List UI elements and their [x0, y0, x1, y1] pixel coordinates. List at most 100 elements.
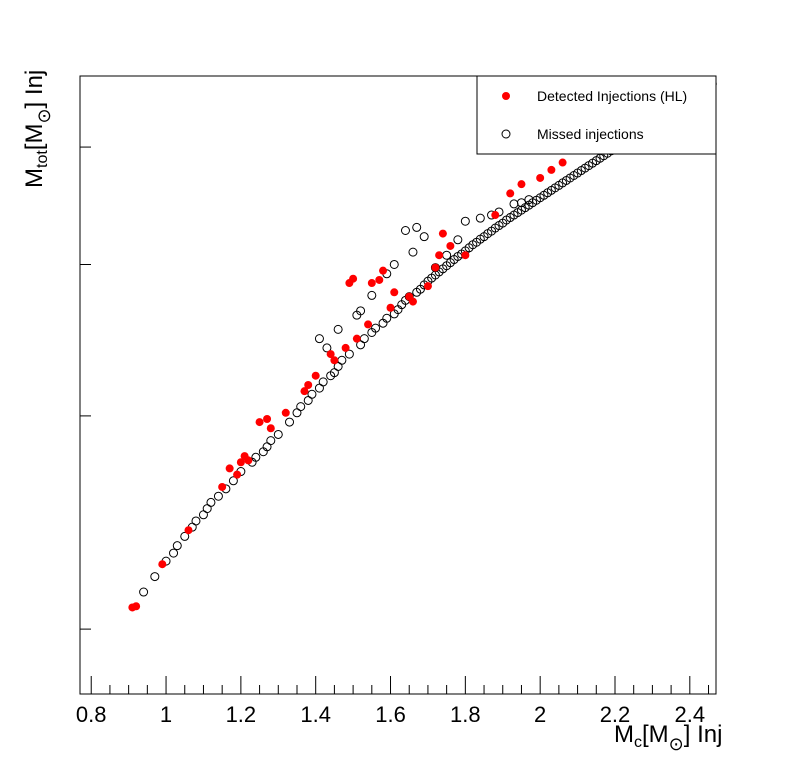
missed-point [180, 531, 190, 541]
missed-point [150, 572, 160, 582]
x-tick-label: 1.8 [450, 702, 481, 727]
detected-point [367, 279, 376, 288]
detected-point [352, 334, 361, 343]
missed-point [442, 250, 452, 260]
x-tick-label: 1.2 [226, 702, 257, 727]
missed-point [206, 497, 216, 507]
detected-point [255, 418, 264, 427]
missed-point [139, 587, 149, 597]
missed-point [191, 516, 201, 526]
detected-point [330, 356, 339, 365]
detected-point [218, 482, 227, 491]
legend: Detected Injections (HL) Missed injectio… [476, 75, 717, 155]
legend-marker-missed [501, 129, 511, 139]
detected-point [225, 464, 234, 473]
missed-point [475, 213, 485, 223]
detected-point [438, 229, 447, 238]
x-axis: 0.8 1 1.2 1.4 1.6 1.8 2 2.2 2.4 [76, 676, 710, 727]
detected-point [132, 602, 141, 611]
missed-point [382, 313, 392, 323]
missed-point [337, 355, 347, 365]
detected-point [506, 189, 515, 198]
detected-point [435, 251, 444, 260]
detected-point [517, 180, 526, 189]
missed-point [460, 216, 470, 226]
x-tick-label: 2.2 [600, 702, 631, 727]
detected-point [244, 456, 253, 465]
detected-point [364, 320, 373, 329]
missed-point [359, 334, 369, 344]
detected-point [341, 343, 350, 352]
missed-point [389, 259, 399, 269]
x-tick-label: 1.6 [375, 702, 406, 727]
missed-point [412, 222, 422, 232]
series-detected-injections [128, 158, 567, 612]
detected-point [431, 263, 440, 272]
missed-point [371, 323, 381, 333]
detected-point [158, 560, 167, 569]
missed-point [266, 436, 276, 446]
missed-point [285, 417, 295, 427]
missed-point [367, 290, 377, 300]
missed-point [172, 541, 182, 551]
legend-marker-detected [502, 92, 510, 100]
missed-point [228, 476, 238, 486]
legend-label-missed: Missed injections [537, 126, 644, 142]
detected-point [558, 158, 567, 167]
x-tick-label: 2.4 [675, 702, 706, 727]
detected-point [266, 424, 275, 433]
detected-point [423, 282, 432, 291]
series-missed-injections [139, 79, 717, 597]
missed-point [408, 247, 418, 257]
detected-point [300, 387, 309, 396]
missed-point [400, 226, 410, 235]
detected-point [386, 303, 395, 312]
missed-point [333, 324, 343, 334]
detected-point [233, 470, 242, 479]
missed-point [213, 491, 223, 501]
detected-point [281, 408, 290, 417]
x-tick-label: 1.4 [300, 702, 331, 727]
detected-point [304, 381, 313, 389]
detected-point [349, 274, 358, 283]
y-axis-title: Mtot[M⊙] Inj [21, 70, 54, 188]
missed-point [169, 548, 179, 558]
detected-point [390, 288, 399, 297]
legend-box [476, 75, 717, 155]
detected-point [236, 458, 245, 467]
detected-point [491, 211, 500, 220]
x-axis-title: Mc[M⊙] Inj [614, 721, 722, 754]
detected-point [326, 350, 335, 359]
missed-point [314, 334, 324, 344]
x-tick-label: 0.8 [76, 702, 107, 727]
missed-point [419, 232, 429, 242]
missed-point [344, 349, 354, 359]
missed-point [509, 199, 519, 209]
detected-point [536, 173, 545, 182]
missed-point [307, 389, 317, 399]
missed-point [296, 402, 306, 412]
detected-point [408, 297, 417, 306]
missed-point [453, 235, 463, 245]
missed-point [524, 195, 534, 205]
detected-point [311, 371, 320, 380]
missed-point [273, 429, 283, 439]
missed-point [516, 198, 526, 208]
missed-point [322, 343, 332, 353]
detected-point [375, 275, 384, 284]
x-tick-label: 2 [534, 702, 546, 727]
plot-frame [79, 75, 717, 695]
detected-point [263, 414, 272, 423]
detected-point [184, 526, 193, 535]
missed-point [251, 452, 261, 462]
y-axis [80, 146, 91, 630]
x-tick-label: 1 [160, 702, 172, 727]
legend-label-detected: Detected Injections (HL) [537, 88, 687, 104]
missed-point [356, 306, 366, 316]
missed-point [318, 377, 328, 387]
detected-point [379, 266, 388, 275]
detected-point [446, 241, 455, 250]
detected-point [547, 165, 556, 174]
detected-point [461, 251, 470, 260]
